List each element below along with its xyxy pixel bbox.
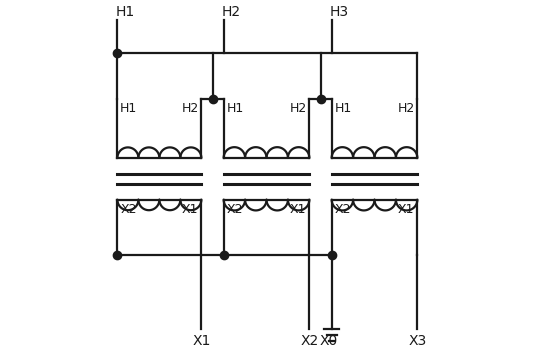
Text: X2: X2 [226, 203, 243, 216]
Text: X3: X3 [408, 334, 427, 348]
Text: H2: H2 [181, 102, 199, 115]
Text: H1: H1 [116, 5, 135, 18]
Text: H1: H1 [120, 102, 138, 115]
Text: H2: H2 [222, 5, 241, 18]
Text: H3: H3 [330, 5, 349, 18]
Text: X1: X1 [192, 334, 211, 348]
Text: H1: H1 [226, 102, 244, 115]
Text: H2: H2 [397, 102, 415, 115]
Text: X2: X2 [300, 334, 319, 348]
Text: X1: X1 [290, 203, 307, 216]
Text: X1: X1 [398, 203, 415, 216]
Text: X0: X0 [320, 334, 338, 348]
Text: H1: H1 [334, 102, 352, 115]
Text: H2: H2 [289, 102, 307, 115]
Text: X1: X1 [182, 203, 199, 216]
Text: X2: X2 [120, 203, 137, 216]
Text: X2: X2 [334, 203, 351, 216]
